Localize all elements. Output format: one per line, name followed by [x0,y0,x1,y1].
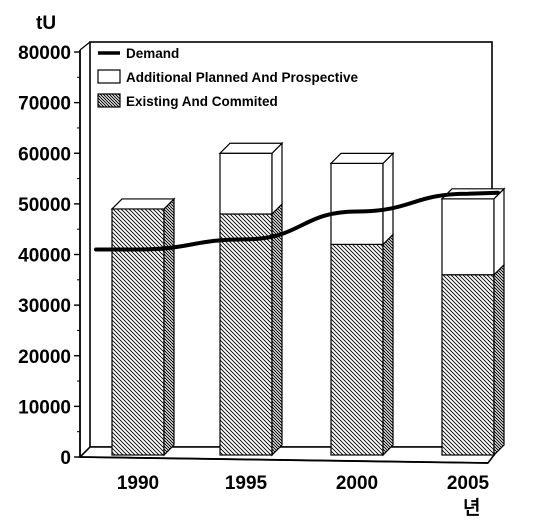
bar-top-2000 [329,152,395,164]
bar-existing-side-2005 [493,263,505,457]
y-tick-label: 50000 [18,195,71,216]
bar-stack-2000 [329,151,395,457]
bar-stack-1990 [110,197,176,457]
wall-edge-top [79,41,91,51]
bar-existing-side-1990 [163,197,175,457]
legend-item-1: Additional Planned And Prospective [97,69,359,85]
x-axis-ticks: 1990 1995 2000 2005 [117,473,490,494]
bar-existing-2005 [441,274,495,456]
bar-additional-side-2000 [382,151,394,246]
y-tick-label: 20000 [18,347,71,368]
legend-label: Existing And Commited [126,94,278,109]
bar-stack-2005 [440,187,506,457]
x-tick-label: 2005 [447,473,490,494]
x-tick-label: 1995 [225,473,268,494]
bar-existing-2000 [330,243,384,456]
bar-existing-1995 [219,213,273,456]
legend-swatch-box [97,69,121,84]
bar-stack-1995 [218,141,284,457]
x-tick-label: 1990 [117,473,159,494]
legend-swatch-box [97,93,121,108]
demand-line-path [94,190,500,252]
bar-existing-1990 [111,208,165,456]
x-axis-unit: 년 [463,497,480,519]
x-tick-label: 2000 [336,473,378,494]
bar-top-1990 [110,198,176,210]
legend: Demand Additional Planned And Prospective… [97,46,359,109]
y-axis-ticks: 0 10000 20000 30000 40000 50000 60000 70000 8000… [18,43,80,469]
bar-additional-side-2005 [493,187,505,277]
legend-label: Additional Planned And Prospective [126,70,359,85]
legend-item-0: Existing And Commited [97,93,278,109]
y-tick-label: 60000 [18,144,71,165]
y-tick-label: 40000 [18,246,71,267]
legend-item-2: Demand [98,46,179,61]
bar-existing-side-1995 [271,202,283,457]
x-axis-line [79,456,489,464]
bar-top-1995 [218,142,284,154]
bar-existing-side-2000 [382,232,394,457]
bar-additional-1995 [219,152,273,215]
bar-additional-2005 [441,198,495,276]
bar-additional-side-1995 [271,141,283,216]
y-tick-label: 10000 [18,397,71,418]
y-axis-unit: tU [36,13,56,34]
y-tick-label: 30000 [18,296,71,317]
y-tick-label: 0 [60,448,71,469]
demand-line [94,190,500,252]
y-tick-label: 70000 [18,94,71,115]
legend-label: Demand [126,46,179,61]
y-tick-label: 80000 [18,43,71,64]
bars [110,141,506,457]
bar-additional-2000 [330,162,384,245]
